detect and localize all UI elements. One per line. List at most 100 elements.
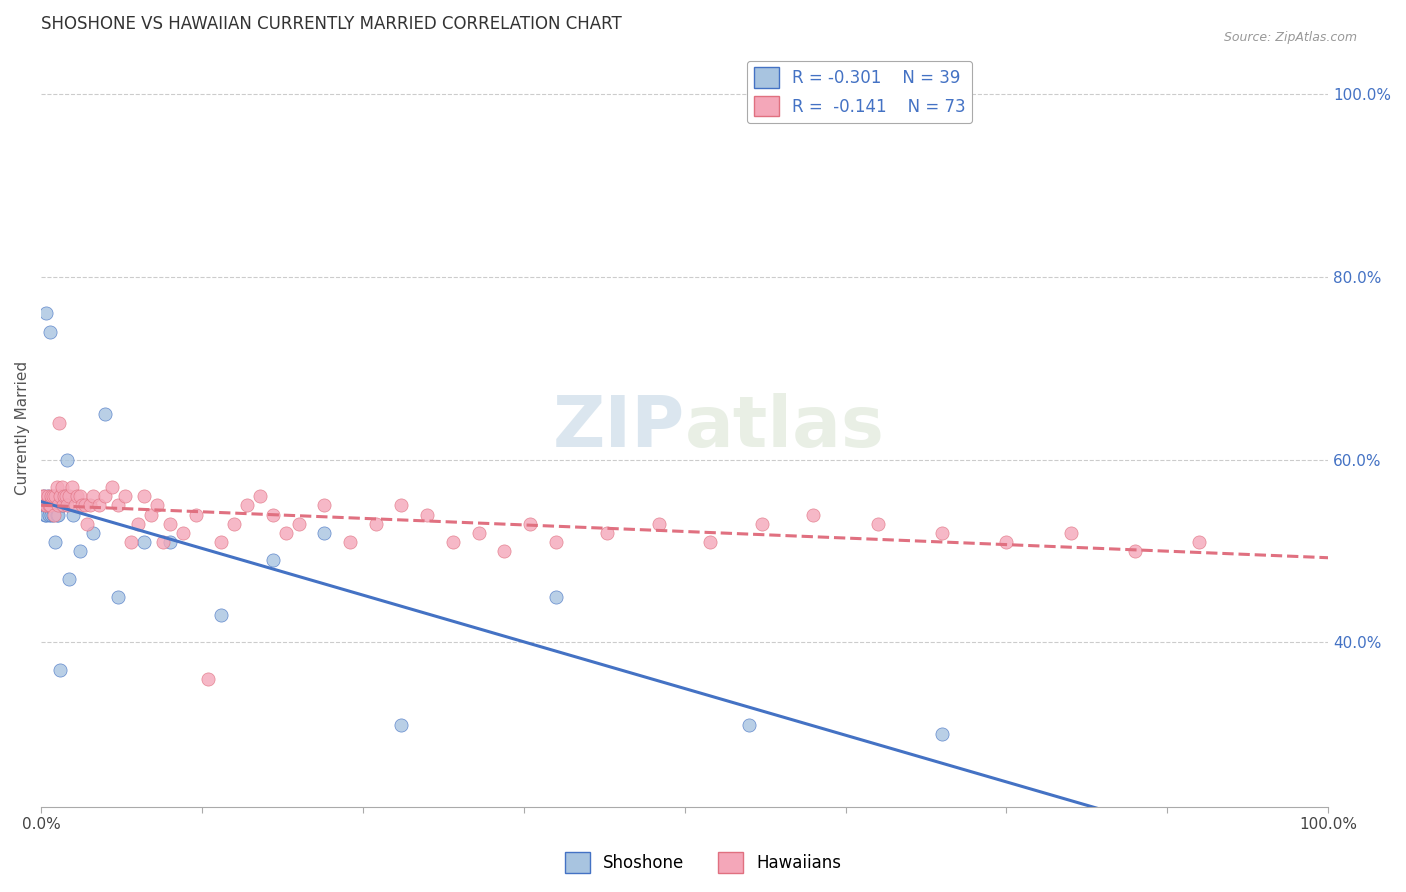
Point: [37, 489, 59, 503]
Point: [38, 499, 60, 513]
Point: [31, 499, 53, 513]
Point: [69, 544, 91, 558]
Point: [69, 489, 91, 503]
Point: [931, 727, 953, 741]
Point: [127, 516, 149, 531]
Point: [39, 499, 62, 513]
Point: [41, 499, 63, 513]
Point: [274, 525, 297, 540]
Point: [51, 499, 73, 513]
Point: [287, 516, 309, 531]
Text: SHOSHONE VS HAWAIIAN CURRENTLY MARRIED CORRELATION CHART: SHOSHONE VS HAWAIIAN CURRENTLY MARRIED C…: [41, 15, 621, 33]
Point: [995, 535, 1018, 549]
Point: [441, 535, 464, 549]
Point: [37, 499, 59, 513]
Point: [544, 535, 567, 549]
Point: [46, 499, 69, 513]
Point: [120, 535, 142, 549]
Point: [82, 525, 104, 540]
Point: [519, 516, 541, 531]
Point: [87, 499, 110, 513]
Point: [738, 717, 761, 731]
Point: [53, 489, 76, 503]
Point: [42, 508, 65, 522]
Point: [699, 535, 721, 549]
Point: [139, 508, 162, 522]
Point: [55, 489, 77, 503]
Point: [56, 452, 79, 467]
Point: [49, 489, 72, 503]
Point: [159, 516, 181, 531]
Point: [114, 489, 136, 503]
Point: [467, 525, 489, 540]
Point: [132, 489, 155, 503]
Point: [236, 499, 259, 513]
Point: [63, 499, 86, 513]
Point: [751, 516, 773, 531]
Point: [197, 672, 219, 686]
Point: [31, 489, 53, 503]
Point: [45, 480, 67, 494]
Point: [596, 525, 619, 540]
Point: [41, 499, 63, 513]
Point: [35, 306, 58, 320]
Point: [94, 407, 117, 421]
Point: [416, 508, 439, 522]
Point: [146, 499, 169, 513]
Point: [132, 535, 155, 549]
Point: [41, 489, 63, 503]
Point: [224, 516, 246, 531]
Point: [34, 508, 56, 522]
Point: [76, 516, 98, 531]
Point: [931, 525, 953, 540]
Point: [391, 717, 413, 731]
Point: [42, 499, 65, 513]
Point: [339, 535, 361, 549]
Point: [82, 489, 104, 503]
Point: [41, 489, 63, 503]
Legend: R = -0.301    N = 39, R =  -0.141    N = 73: R = -0.301 N = 39, R = -0.141 N = 73: [747, 61, 973, 123]
Point: [32, 489, 55, 503]
Point: [648, 516, 671, 531]
Point: [46, 508, 69, 522]
Point: [314, 499, 336, 513]
Text: atlas: atlas: [685, 393, 884, 462]
Point: [39, 325, 62, 339]
Point: [249, 489, 271, 503]
Point: [35, 499, 58, 513]
Point: [60, 480, 83, 494]
Point: [314, 525, 336, 540]
Point: [364, 516, 387, 531]
Point: [44, 489, 66, 503]
Point: [209, 608, 232, 623]
Point: [56, 499, 79, 513]
Point: [49, 663, 72, 677]
Point: [494, 544, 516, 558]
Point: [107, 590, 129, 604]
Point: [41, 508, 63, 522]
Point: [79, 499, 101, 513]
Point: [172, 525, 194, 540]
Text: ZIP: ZIP: [553, 393, 685, 462]
Point: [1060, 525, 1083, 540]
Point: [32, 489, 55, 503]
Point: [58, 489, 80, 503]
Point: [34, 499, 56, 513]
Point: [38, 499, 60, 513]
Point: [53, 489, 76, 503]
Point: [72, 499, 94, 513]
Point: [37, 489, 59, 503]
Point: [262, 553, 284, 567]
Point: [44, 535, 66, 549]
Point: [152, 535, 174, 549]
Point: [209, 535, 232, 549]
Point: [51, 480, 73, 494]
Point: [73, 499, 96, 513]
Point: [801, 508, 824, 522]
Point: [48, 416, 70, 430]
Point: [66, 489, 89, 503]
Point: [39, 499, 62, 513]
Point: [94, 489, 117, 503]
Point: [101, 480, 124, 494]
Point: [544, 590, 567, 604]
